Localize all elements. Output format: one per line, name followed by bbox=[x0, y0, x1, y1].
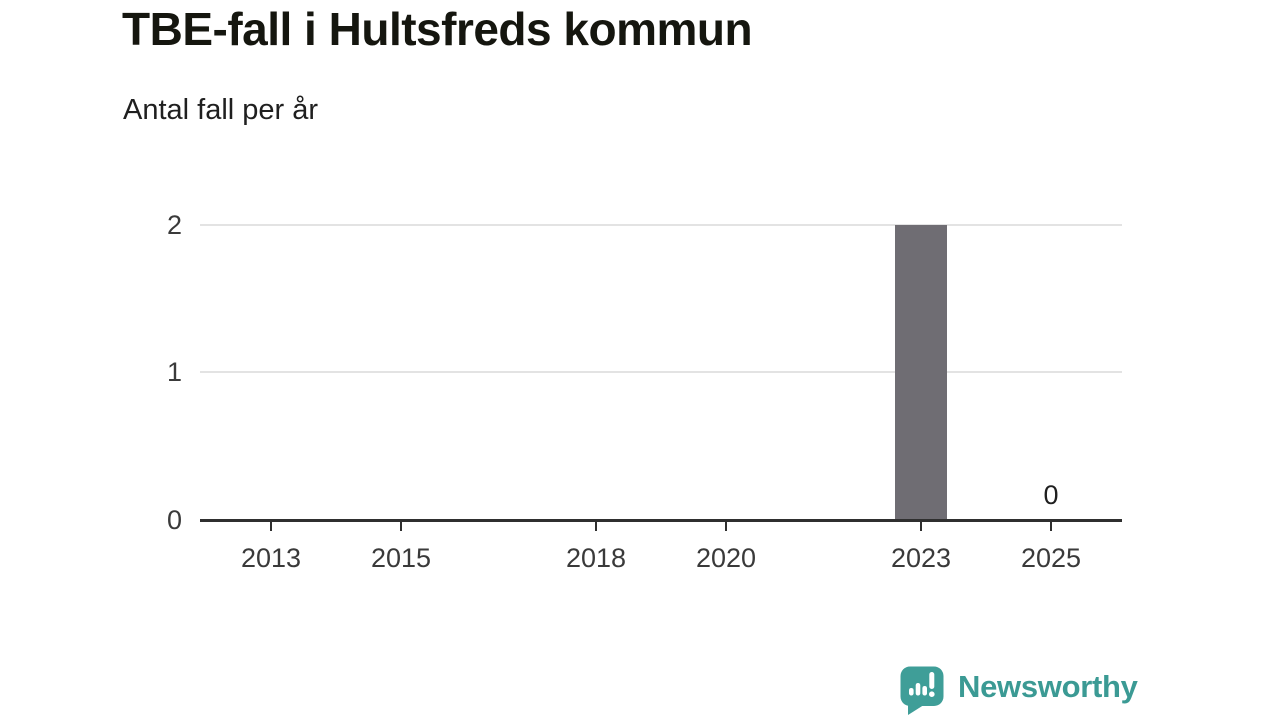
y-axis-tick-label: 0 bbox=[166, 505, 182, 535]
x-axis-tick-label: 2025 bbox=[1020, 543, 1082, 573]
x-axis-line bbox=[200, 519, 1122, 522]
bar-value-label: 0 bbox=[1043, 480, 1059, 510]
gridline bbox=[200, 223, 1122, 226]
x-axis-tick-label: 2013 bbox=[240, 543, 302, 573]
x-axis-tick bbox=[400, 522, 402, 531]
x-axis-tick-label: 2020 bbox=[695, 543, 757, 573]
x-axis-tick bbox=[1050, 522, 1052, 531]
brand-name: Newsworthy bbox=[958, 669, 1138, 704]
brand-footer: Newsworthy bbox=[898, 664, 1138, 716]
x-axis-tick bbox=[270, 522, 272, 531]
x-axis-tick bbox=[920, 522, 922, 531]
x-axis-tick-label: 2018 bbox=[565, 543, 627, 573]
chart-subtitle: Antal fall per år bbox=[123, 94, 319, 126]
x-axis-tick-label: 2015 bbox=[370, 543, 432, 573]
gridline bbox=[200, 371, 1122, 374]
y-axis-tick-label: 2 bbox=[166, 209, 182, 240]
chart-title: TBE-fall i Hultsfreds kommun bbox=[122, 3, 753, 55]
bar-chart-speech-bubble-icon bbox=[900, 666, 944, 715]
y-axis-tick-label: 1 bbox=[166, 357, 182, 388]
x-axis-tick-label: 2023 bbox=[890, 543, 952, 573]
x-axis-tick bbox=[595, 522, 597, 531]
x-axis-tick bbox=[725, 522, 727, 531]
bar-2023 bbox=[895, 224, 947, 520]
